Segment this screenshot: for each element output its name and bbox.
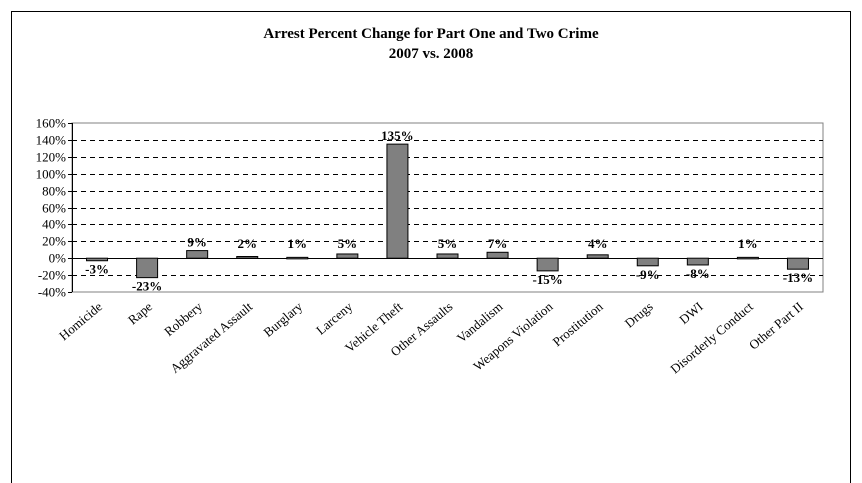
bar (736, 256, 759, 260)
bar (536, 257, 559, 272)
bar (236, 256, 259, 259)
data-label: -9% (636, 267, 660, 282)
data-label: 9% (187, 235, 207, 250)
data-label: -8% (686, 266, 710, 281)
data-label: 7% (488, 236, 508, 251)
chart-title-block: Arrest Percent Change for Part One and T… (0, 24, 862, 64)
bar (436, 253, 459, 259)
category-label: DWI (676, 299, 706, 327)
bar (486, 251, 509, 259)
y-tick-label: 20% (42, 234, 66, 249)
y-tick-label: -20% (38, 268, 66, 283)
data-label: -3% (85, 262, 109, 277)
data-label: -23% (132, 279, 162, 294)
category-label: Disorderly Conduct (667, 299, 756, 377)
data-label: 5% (438, 236, 458, 251)
y-tick-label: 120% (36, 150, 67, 165)
category-label: Burglary (260, 298, 305, 339)
chart-title: Arrest Percent Change for Part One and T… (263, 26, 599, 42)
category-label: Larceny (313, 298, 356, 337)
y-tick-label: 60% (42, 201, 66, 216)
bar (636, 257, 659, 267)
category-label: Drugs (622, 299, 656, 331)
chart-subtitle: 2007 vs. 2008 (388, 46, 474, 62)
category-label: Homicide (56, 299, 105, 344)
bar (386, 143, 409, 259)
bar (586, 254, 609, 259)
data-label: -15% (532, 272, 562, 287)
chart-frame (11, 11, 851, 483)
category-label: Prostitution (549, 298, 606, 349)
bar (136, 257, 159, 279)
bar (186, 250, 209, 259)
data-label: 1% (288, 236, 308, 251)
bar (686, 257, 709, 266)
y-tick-label: 160% (36, 116, 67, 131)
category-label: Rape (125, 299, 155, 328)
bar (336, 253, 359, 259)
data-label: 1% (738, 236, 758, 251)
data-label: -13% (783, 270, 813, 285)
y-tick-label: 40% (42, 217, 66, 232)
y-tick-label: 80% (42, 184, 66, 199)
y-tick-label: -40% (38, 285, 66, 300)
data-label: 135% (381, 128, 414, 143)
y-tick-label: 140% (36, 133, 67, 148)
data-label: 5% (338, 236, 358, 251)
bar (86, 257, 109, 262)
y-tick-label: 0% (49, 251, 67, 266)
category-label: Other Part II (746, 299, 806, 353)
y-tick-label: 100% (36, 167, 67, 182)
bar (786, 257, 809, 270)
bar (286, 256, 309, 260)
category-label: Robbery (161, 298, 205, 339)
plot-area (71, 122, 824, 293)
data-label: 4% (588, 236, 608, 251)
data-label: 2% (237, 236, 257, 251)
